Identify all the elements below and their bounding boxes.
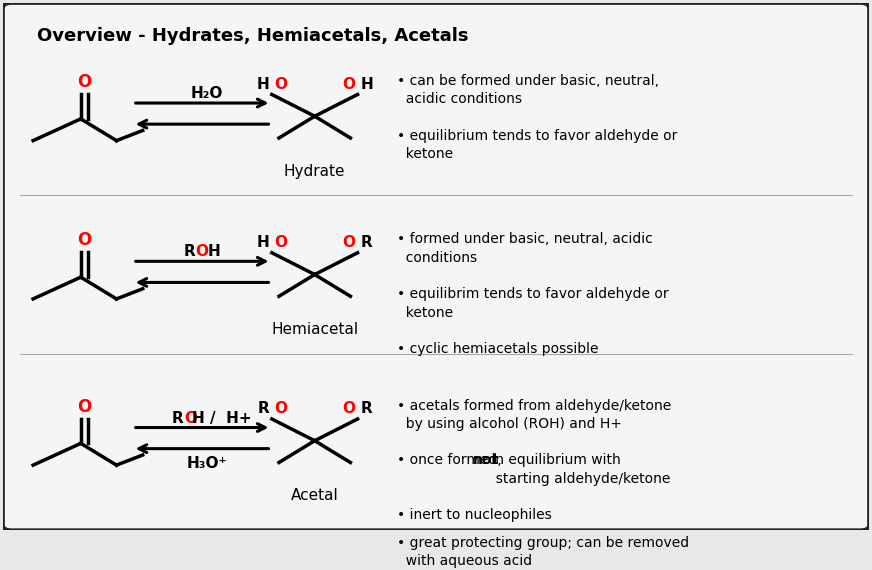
Text: O: O xyxy=(77,397,92,416)
Text: H /  H+: H / H+ xyxy=(192,410,252,426)
Text: R: R xyxy=(172,410,184,426)
Text: • can be formed under basic, neutral,
  acidic conditions: • can be formed under basic, neutral, ac… xyxy=(397,74,659,107)
Text: R: R xyxy=(360,401,372,416)
FancyBboxPatch shape xyxy=(3,3,869,531)
Text: in equilibrium with
  starting aldehyde/ketone: in equilibrium with starting aldehyde/ke… xyxy=(487,453,671,486)
Text: H₃O⁺: H₃O⁺ xyxy=(186,456,227,471)
Text: O: O xyxy=(77,231,92,249)
Text: • inert to nucleophiles: • inert to nucleophiles xyxy=(397,508,552,522)
Text: R: R xyxy=(183,245,195,259)
Text: O: O xyxy=(184,410,197,426)
Text: • cyclic hemiacetals possible: • cyclic hemiacetals possible xyxy=(397,342,598,356)
Text: R: R xyxy=(257,401,269,416)
Text: • once formed,: • once formed, xyxy=(397,453,506,467)
Text: H: H xyxy=(256,77,269,92)
Text: O: O xyxy=(342,235,355,250)
Text: Hemiacetal: Hemiacetal xyxy=(271,322,358,337)
Text: O: O xyxy=(275,235,288,250)
Text: R: R xyxy=(360,235,372,250)
Text: O: O xyxy=(195,245,208,259)
Text: O: O xyxy=(275,77,288,92)
Text: H₂O: H₂O xyxy=(190,86,222,101)
Text: • acetals formed from aldehyde/ketone
  by using alcohol (ROH) and H+: • acetals formed from aldehyde/ketone by… xyxy=(397,398,671,431)
Text: • formed under basic, neutral, acidic
  conditions: • formed under basic, neutral, acidic co… xyxy=(397,233,653,264)
Text: Overview - Hydrates, Hemiacetals, Acetals: Overview - Hydrates, Hemiacetals, Acetal… xyxy=(37,27,469,44)
Text: O: O xyxy=(77,73,92,91)
Text: not: not xyxy=(473,453,499,467)
Text: O: O xyxy=(342,401,355,416)
Text: • equilibrium tends to favor aldehyde or
  ketone: • equilibrium tends to favor aldehyde or… xyxy=(397,129,678,161)
Text: • equilibrim tends to favor aldehyde or
  ketone: • equilibrim tends to favor aldehyde or … xyxy=(397,287,669,320)
Text: Hydrate: Hydrate xyxy=(284,164,345,179)
Text: H: H xyxy=(256,235,269,250)
Text: O: O xyxy=(275,401,288,416)
Text: Acetal: Acetal xyxy=(291,488,338,503)
Text: • great protecting group; can be removed
  with aqueous acid: • great protecting group; can be removed… xyxy=(397,536,689,568)
Text: H: H xyxy=(208,245,221,259)
Text: H: H xyxy=(360,77,373,92)
Text: O: O xyxy=(342,77,355,92)
